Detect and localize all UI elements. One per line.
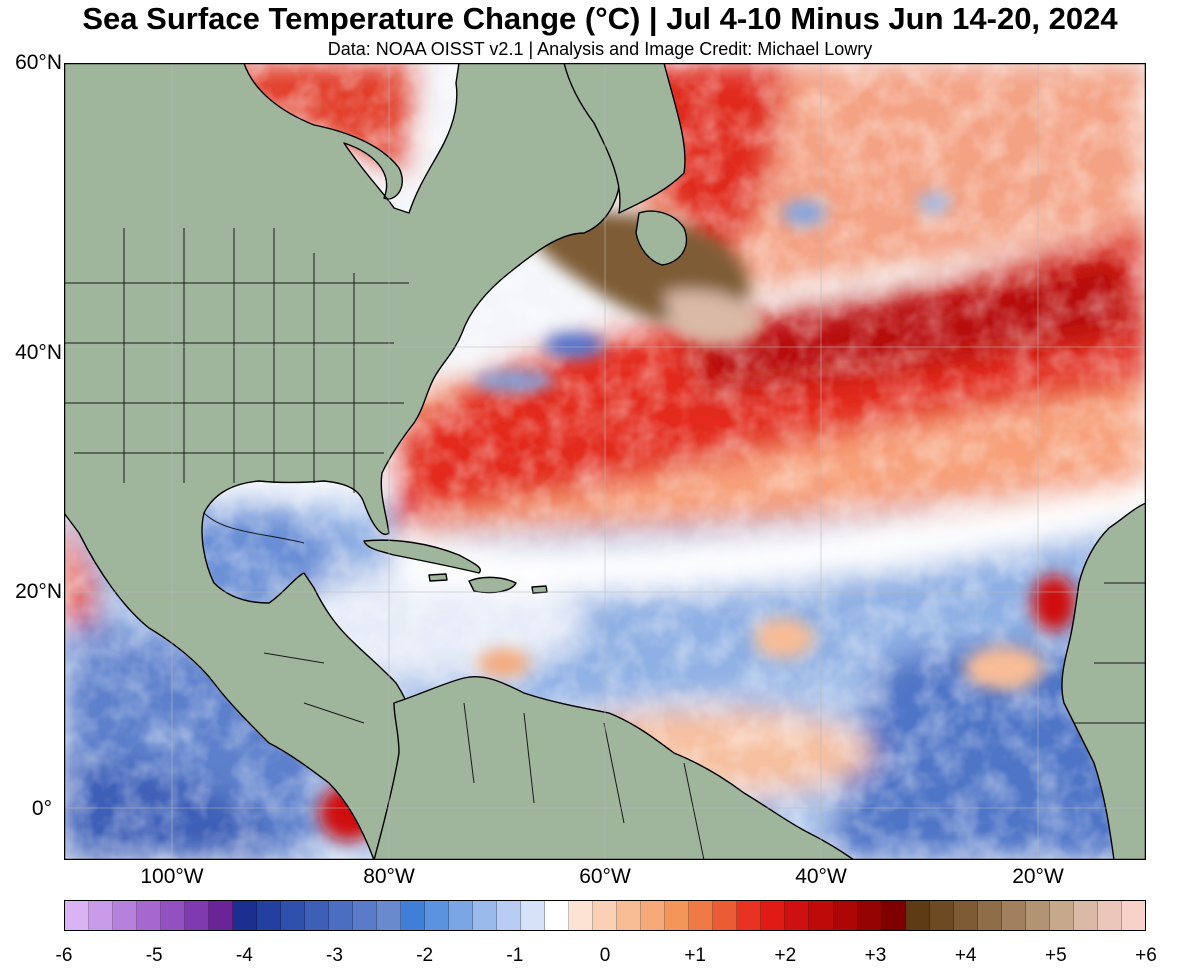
- map-grid: [64, 63, 1146, 860]
- colorbar-cell: [305, 901, 330, 930]
- colorbar-cell: [761, 901, 786, 930]
- lat-label-20n: 20°N: [15, 580, 62, 603]
- colorbar-tick-label: -3: [326, 945, 343, 966]
- colorbar-cell: [425, 901, 450, 930]
- colorbar-tick-label: -1: [506, 945, 524, 966]
- colorbar-cell: [185, 901, 210, 930]
- land-cuba: [363, 539, 481, 574]
- page-subtitle: Data: NOAA OISST v2.1 | Analysis and Ima…: [327, 39, 873, 59]
- colorbar-cell: [497, 901, 522, 930]
- colorbar-cell: [617, 901, 642, 930]
- colorbar-cell: [329, 901, 354, 930]
- lon-label-20w: 20°W: [1012, 865, 1064, 888]
- colorbar-cell: [641, 901, 666, 930]
- colorbar-cell: [833, 901, 858, 930]
- lon-label-100w: 100°W: [140, 865, 204, 888]
- colorbar-cell: [665, 901, 690, 930]
- colorbar-cell: [449, 901, 474, 930]
- lat-label-0: 0°: [31, 797, 52, 820]
- colorbar-cell: [353, 901, 378, 930]
- colorbar-cell: [1025, 901, 1050, 930]
- colorbar-cell: [905, 901, 930, 930]
- colorbar-tick-label: -6: [55, 945, 73, 966]
- colorbar-cell: [65, 901, 90, 930]
- colorbar-cell: [161, 901, 186, 930]
- grand-banks-warming: [532, 212, 764, 346]
- colorbar-cell: [569, 901, 594, 930]
- sst-change-map: [64, 63, 1146, 860]
- lon-label-80w: 80°W: [363, 865, 415, 888]
- colorbar: [64, 900, 1146, 931]
- colorbar-tick-label: -4: [235, 945, 253, 966]
- colorbar-cell: [281, 901, 306, 930]
- colorbar-cell: [713, 901, 738, 930]
- state-borders: [64, 228, 1146, 860]
- colorbar-cell: [785, 901, 810, 930]
- lon-label-40w: 40°W: [795, 865, 847, 888]
- land-labrador: [563, 63, 686, 214]
- colorbar-cell: [545, 901, 570, 930]
- colorbar-cell: [113, 901, 138, 930]
- land-newfoundland: [635, 210, 688, 266]
- colorbar-cell: [881, 901, 906, 930]
- colorbar-cell: [257, 901, 282, 930]
- page-title: Sea Surface Temperature Change (°C) | Ju…: [82, 1, 1118, 36]
- colorbar-cell: [809, 901, 834, 930]
- colorbar-cell: [689, 901, 714, 930]
- colorbar-tick-label: +2: [774, 945, 797, 966]
- colorbar-cell: [737, 901, 762, 930]
- lat-label-60n: 60°N: [15, 51, 62, 74]
- colorbar-cell: [1097, 901, 1122, 930]
- colorbar-cell: [1001, 901, 1026, 930]
- colorbar-cell: [593, 901, 618, 930]
- colorbar-tick-label: -2: [416, 945, 434, 966]
- colorbar-cell: [137, 901, 162, 930]
- colorbar-cell: [1121, 901, 1145, 930]
- colorbar-cell: [977, 901, 1002, 930]
- land-jamaica: [428, 573, 448, 582]
- colorbar-cell: [233, 901, 258, 930]
- colorbar-tick-label: +4: [954, 945, 977, 966]
- colorbar-cell: [209, 901, 234, 930]
- colorbar-tick-label: +5: [1044, 945, 1067, 966]
- colorbar-cell: [521, 901, 546, 930]
- lat-label-40n: 40°N: [15, 341, 62, 364]
- colorbar-tick-label: 0: [599, 945, 611, 966]
- colorbar-cell: [857, 901, 882, 930]
- colorbar-cell: [1049, 901, 1074, 930]
- land-south-america: [373, 676, 855, 860]
- colorbar-cell: [377, 901, 402, 930]
- colorbar-cell: [1073, 901, 1098, 930]
- colorbar-tick-label: -5: [145, 945, 163, 966]
- map-frame: [64, 63, 1146, 860]
- lon-label-60w: 60°W: [579, 865, 631, 888]
- colorbar-tick-label: +3: [864, 945, 887, 966]
- colorbar-cell: [953, 901, 978, 930]
- colorbar-tick-label: +1: [684, 945, 706, 966]
- colorbar-cell: [401, 901, 426, 930]
- colorbar-cell: [89, 901, 114, 930]
- colorbar-cell: [473, 901, 498, 930]
- colorbar-tick-label: +6: [1135, 945, 1157, 966]
- colorbar-cell: [929, 901, 954, 930]
